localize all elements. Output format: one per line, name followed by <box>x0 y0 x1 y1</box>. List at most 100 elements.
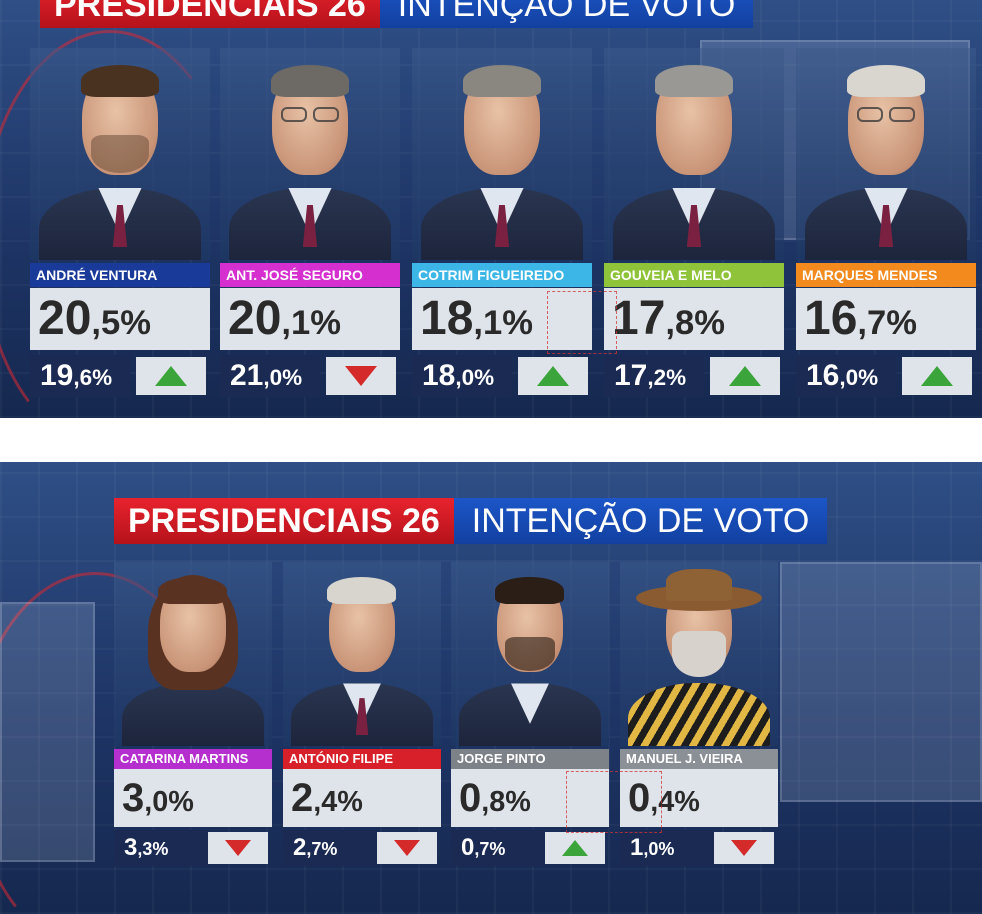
background-building <box>780 562 982 802</box>
candidate-photo <box>220 48 400 260</box>
chart-subtitle: INTENÇÃO DE VOTO <box>453 498 828 544</box>
current-vote-share: 18,1% <box>412 288 592 350</box>
hair <box>846 64 926 97</box>
suit-shape <box>121 683 265 746</box>
previous-vote-share: 3,3% <box>114 830 208 866</box>
current-vote-share: 17,8% <box>604 288 784 350</box>
current-value-integer: 20 <box>38 292 92 345</box>
previous-value-decimal: ,0% <box>263 365 303 390</box>
hair <box>270 64 350 97</box>
chart-title: PRESIDENCIAIS 26 <box>114 498 454 544</box>
current-vote-share: 3,0% <box>114 769 272 827</box>
tie <box>686 204 702 248</box>
trend-indicator <box>714 832 774 864</box>
decorative-arc <box>0 572 220 914</box>
current-value-decimal: ,0% <box>144 786 194 818</box>
candidate-card: ANTÓNIO FILIPE 2,4% 2,7% <box>283 462 441 866</box>
current-vote-share: 20,1% <box>220 288 400 350</box>
previous-vote-share: 19,6% <box>30 355 130 397</box>
previous-value-integer: 19 <box>40 359 74 392</box>
arrow-up-icon <box>921 366 953 387</box>
beard <box>91 134 149 174</box>
tie <box>494 204 510 248</box>
current-value-decimal: ,5% <box>91 304 151 342</box>
overlay-bracket <box>566 771 662 833</box>
current-vote-share: 0,4% <box>620 769 778 827</box>
current-value-decimal: ,4% <box>650 786 700 818</box>
title-bar: PRESIDENCIAIS 26 INTENÇÃO DE VOTO <box>114 498 828 544</box>
poll-panel-bottom: PRESIDENCIAIS 26 INTENÇÃO DE VOTO CATARI… <box>0 462 982 914</box>
previous-vote-share: 0,7% <box>451 830 545 866</box>
tie <box>112 204 128 248</box>
current-value-decimal: ,1% <box>473 304 533 342</box>
previous-value-decimal: ,7% <box>306 839 338 859</box>
candidate-photo <box>412 48 592 260</box>
glasses <box>281 107 307 123</box>
previous-value-integer: 16 <box>806 359 840 392</box>
chart-subtitle: INTENÇÃO DE VOTO <box>379 0 754 28</box>
current-vote-share: 2,4% <box>283 769 441 827</box>
decorative-arc <box>0 30 240 418</box>
current-value-integer: 0 <box>459 776 482 820</box>
trend-indicator <box>377 832 437 864</box>
glasses <box>889 107 915 123</box>
hair <box>80 64 160 97</box>
previous-vote-share: 1,0% <box>620 830 714 866</box>
arrow-down-icon <box>394 840 420 857</box>
current-vote-share: 20,5% <box>30 288 210 350</box>
hair <box>495 576 565 605</box>
previous-value-integer: 18 <box>422 359 456 392</box>
candidate-photo <box>114 562 272 746</box>
tie <box>878 204 894 248</box>
current-value-integer: 20 <box>228 292 282 345</box>
current-value-integer: 18 <box>420 292 474 345</box>
current-value-integer: 2 <box>291 776 314 820</box>
candidate-photo <box>451 562 609 746</box>
candidate-card: MARQUES MENDES 16,7% 16,0% <box>796 0 976 397</box>
hat <box>665 569 733 601</box>
previous-value-integer: 0 <box>461 834 475 861</box>
candidate-name: GOUVEIA E MELO <box>604 263 784 287</box>
current-value-decimal: ,4% <box>313 786 363 818</box>
candidate-card: ANDRÉ VENTURA 20,5% 19,6% <box>30 0 210 397</box>
previous-value-integer: 1 <box>630 834 644 861</box>
candidate-name: ANDRÉ VENTURA <box>30 263 210 287</box>
previous-value-decimal: ,3% <box>137 839 169 859</box>
current-value-decimal: ,8% <box>665 304 725 342</box>
trend-indicator <box>208 832 268 864</box>
previous-value-decimal: ,0% <box>839 365 879 390</box>
chart-title: PRESIDENCIAIS 26 <box>40 0 380 28</box>
previous-value-decimal: ,0% <box>643 839 675 859</box>
candidate-photo <box>283 562 441 746</box>
hair <box>462 64 542 97</box>
previous-value-integer: 3 <box>124 834 138 861</box>
previous-vote-share: 17,2% <box>604 355 704 397</box>
trend-indicator <box>326 357 396 395</box>
trend-indicator <box>902 357 972 395</box>
hair <box>327 576 397 605</box>
candidate-card: CATARINA MARTINS 3,0% 3,3% <box>114 462 272 866</box>
previous-value-integer: 2 <box>293 834 307 861</box>
striped-jacket <box>627 683 771 746</box>
arrow-down-icon <box>345 366 377 387</box>
arrow-up-icon <box>729 366 761 387</box>
previous-value-integer: 21 <box>230 359 264 392</box>
candidate-photo <box>604 48 784 260</box>
candidate-name: JORGE PINTO <box>451 749 609 769</box>
previous-value-decimal: ,0% <box>455 365 495 390</box>
candidate-name: COTRIM FIGUEIREDO <box>412 263 592 287</box>
tie <box>302 204 318 248</box>
current-vote-share: 0,8% <box>451 769 609 827</box>
background-building <box>0 602 95 862</box>
candidate-name: MARQUES MENDES <box>796 263 976 287</box>
arrow-up-icon <box>562 840 588 857</box>
candidate-photo <box>30 48 210 260</box>
previous-value-integer: 17 <box>614 359 648 392</box>
trend-indicator <box>518 357 588 395</box>
previous-value-decimal: ,2% <box>647 365 687 390</box>
glasses <box>857 107 883 123</box>
current-value-integer: 0 <box>628 776 651 820</box>
candidate-card: MANUEL J. VIEIRA 0,4% 1,0% <box>620 462 778 866</box>
tie <box>355 698 369 735</box>
trend-indicator <box>710 357 780 395</box>
